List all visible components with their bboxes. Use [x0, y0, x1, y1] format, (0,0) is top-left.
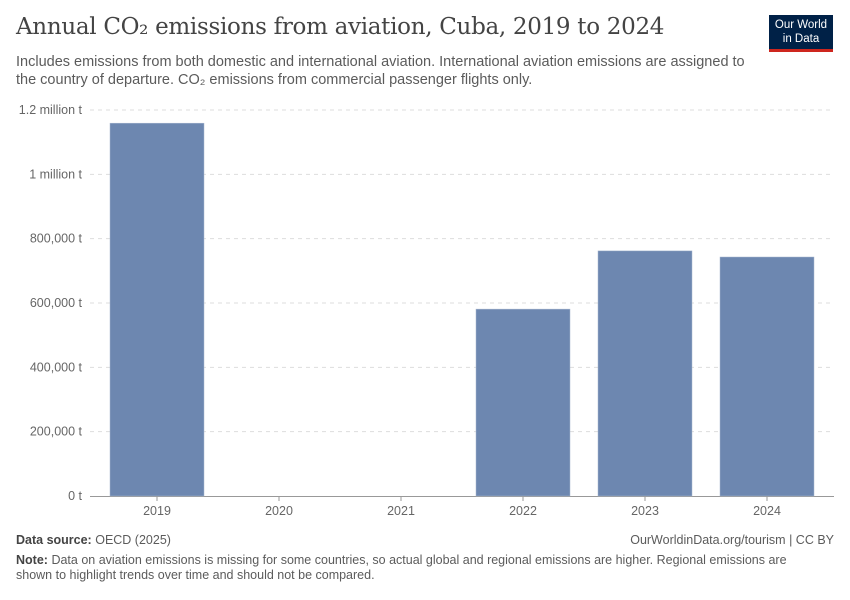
y-tick-label: 400,000 t	[30, 360, 83, 374]
y-tick-label: 1 million t	[29, 167, 82, 181]
owid-logo[interactable]: Our World in Data	[769, 15, 833, 52]
x-tick-label: 2023	[631, 504, 659, 518]
x-tick-label: 2020	[265, 504, 293, 518]
chart-title: Annual CO₂ emissions from aviation, Cuba…	[16, 14, 665, 40]
x-tick-label: 2021	[387, 504, 415, 518]
chart-note: Note: Data on aviation emissions is miss…	[16, 553, 787, 582]
bar-2024[interactable]	[719, 256, 815, 497]
y-tick-label: 200,000 t	[30, 425, 83, 439]
chart-subtitle: Includes emissions from both domestic an…	[16, 54, 745, 88]
bar-2023[interactable]	[597, 250, 693, 497]
y-tick-label: 1.2 million t	[19, 103, 83, 117]
y-tick-label: 800,000 t	[30, 232, 83, 246]
bar-2019[interactable]	[109, 122, 205, 497]
data-source: Data source: OECD (2025)	[16, 533, 171, 547]
x-tick-label: 2019	[143, 504, 171, 518]
x-tick-label: 2024	[753, 504, 781, 518]
y-tick-label: 0 t	[68, 489, 82, 503]
y-tick-label: 600,000 t	[30, 296, 83, 310]
x-tick-label: 2022	[509, 504, 537, 518]
source-url[interactable]: OurWorldinData.org/tourism | CC BY	[630, 533, 834, 547]
bar-2022[interactable]	[475, 308, 571, 497]
